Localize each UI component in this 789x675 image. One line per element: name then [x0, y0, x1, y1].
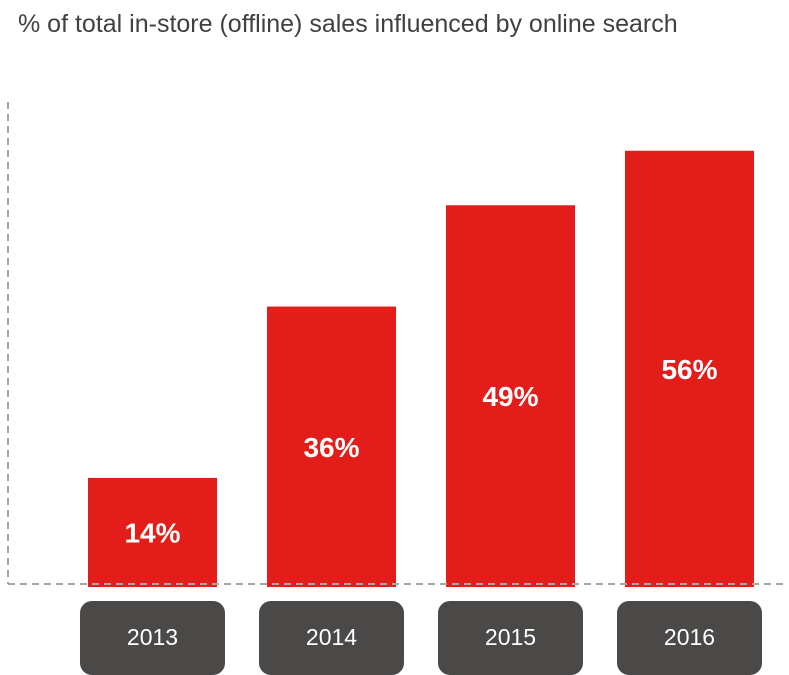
bar-2013: [88, 477, 217, 587]
category-box: [80, 601, 225, 675]
chart-title: % of total in-store (offline) sales infl…: [18, 10, 678, 38]
bar-value-label: 14%: [124, 517, 180, 548]
bar-2016: [625, 150, 754, 587]
category-box: [617, 601, 762, 675]
labels-group: 14% 2013 36% 2014 49% 2015 56% 2016: [80, 354, 762, 675]
bar-2014: [267, 306, 396, 587]
bar-value-label: 56%: [661, 354, 717, 385]
category-label: 2015: [485, 624, 536, 650]
category-label: 2016: [664, 624, 715, 650]
bar-2015: [446, 205, 575, 587]
bars-group: [88, 150, 754, 587]
category-label: 2013: [127, 624, 178, 650]
bar-value-label: 49%: [482, 381, 538, 412]
category-label: 2014: [306, 624, 357, 650]
category-box: [259, 601, 404, 675]
bar-value-label: 36%: [303, 432, 359, 463]
category-box: [438, 601, 583, 675]
